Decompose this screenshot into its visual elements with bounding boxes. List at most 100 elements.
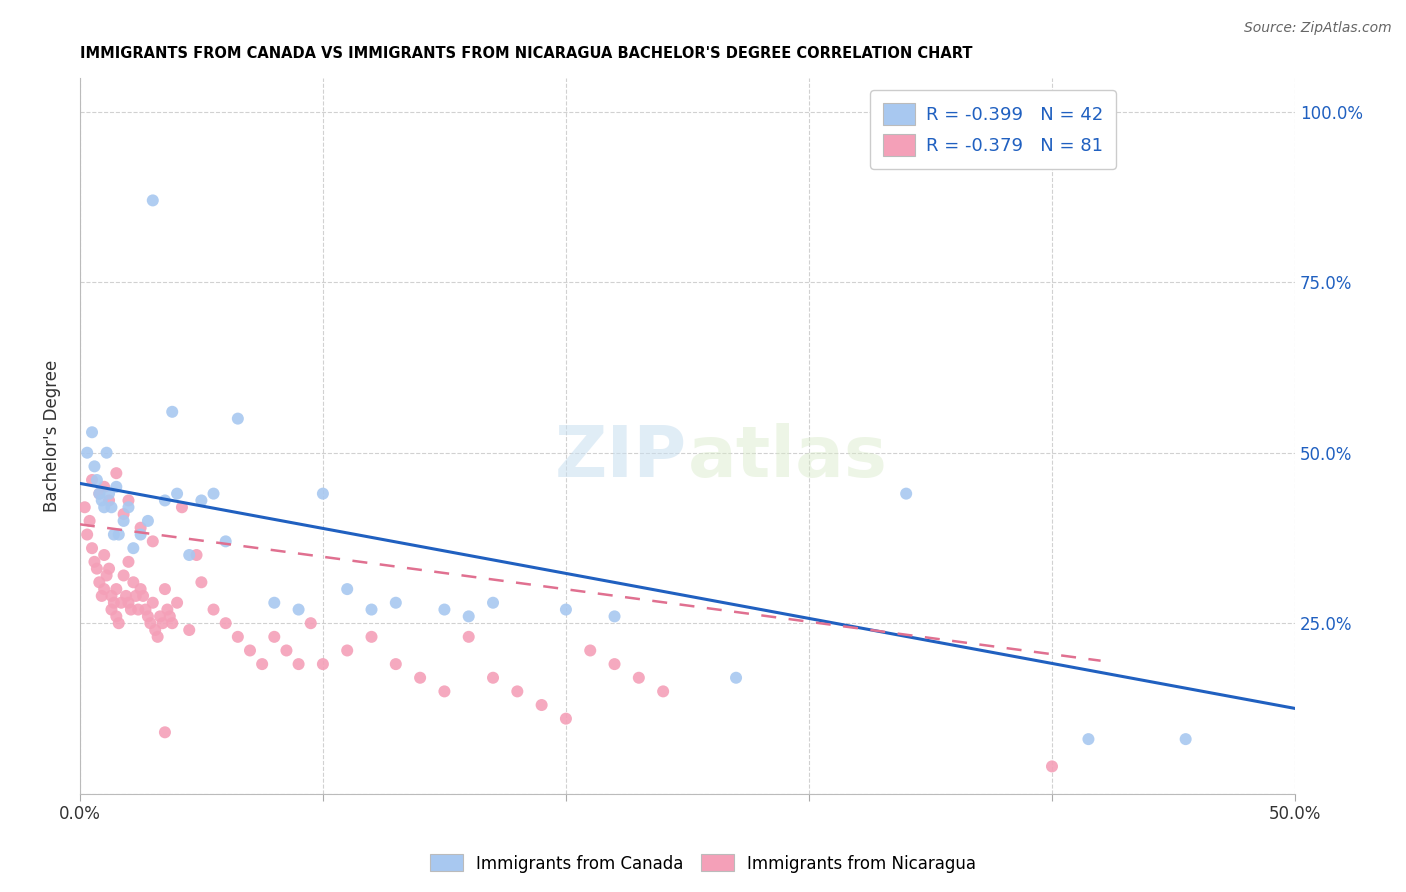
Point <box>530 698 553 712</box>
Point <box>90 493 112 508</box>
Point <box>160 405 183 419</box>
Point <box>506 684 529 698</box>
Point <box>153 582 176 596</box>
Point <box>142 194 165 208</box>
Point <box>555 602 578 616</box>
Point <box>125 589 148 603</box>
Point <box>336 582 359 596</box>
Point <box>226 630 249 644</box>
Point <box>433 602 456 616</box>
Point <box>83 459 105 474</box>
Point <box>166 486 188 500</box>
Point <box>555 712 578 726</box>
Point <box>89 486 111 500</box>
Point <box>83 555 105 569</box>
Point <box>79 514 101 528</box>
Text: atlas: atlas <box>688 423 887 491</box>
Point <box>98 493 121 508</box>
Point <box>120 602 142 616</box>
Point <box>215 616 238 631</box>
Point <box>107 616 129 631</box>
Point <box>159 609 181 624</box>
Point <box>153 725 176 739</box>
Point <box>105 466 128 480</box>
Point <box>89 575 111 590</box>
Point <box>153 493 176 508</box>
Point <box>1174 732 1197 747</box>
Point <box>129 582 152 596</box>
Point <box>117 500 139 515</box>
Point <box>179 623 201 637</box>
Point <box>627 671 650 685</box>
Point <box>136 514 159 528</box>
Point <box>127 602 149 616</box>
Point <box>76 527 98 541</box>
Point <box>603 609 626 624</box>
Point <box>76 446 98 460</box>
Point <box>142 596 165 610</box>
Point <box>336 643 359 657</box>
Text: Source: ZipAtlas.com: Source: ZipAtlas.com <box>1244 21 1392 35</box>
Point <box>89 486 111 500</box>
Point <box>433 684 456 698</box>
Point <box>96 568 118 582</box>
Point <box>385 596 408 610</box>
Point <box>117 493 139 508</box>
Point <box>263 596 285 610</box>
Point <box>143 623 166 637</box>
Point <box>409 671 432 685</box>
Point <box>110 596 132 610</box>
Point <box>202 486 225 500</box>
Point <box>156 602 179 616</box>
Point <box>166 596 188 610</box>
Point <box>287 602 309 616</box>
Point <box>226 411 249 425</box>
Point <box>132 589 155 603</box>
Point <box>457 630 479 644</box>
Text: IMMIGRANTS FROM CANADA VS IMMIGRANTS FROM NICARAGUA BACHELOR'S DEGREE CORRELATIO: IMMIGRANTS FROM CANADA VS IMMIGRANTS FRO… <box>80 46 973 62</box>
Point <box>202 602 225 616</box>
Point <box>112 514 135 528</box>
Point <box>1040 759 1063 773</box>
Point <box>149 609 172 624</box>
Legend: Immigrants from Canada, Immigrants from Nicaragua: Immigrants from Canada, Immigrants from … <box>423 847 983 880</box>
Point <box>93 500 115 515</box>
Y-axis label: Bachelor's Degree: Bachelor's Degree <box>44 359 60 512</box>
Point <box>117 555 139 569</box>
Point <box>312 486 335 500</box>
Point <box>299 616 322 631</box>
Point <box>312 657 335 672</box>
Point <box>86 561 108 575</box>
Point <box>129 521 152 535</box>
Point <box>385 657 408 672</box>
Point <box>250 657 273 672</box>
Point <box>263 630 285 644</box>
Point <box>190 575 212 590</box>
Point <box>105 582 128 596</box>
Text: ZIP: ZIP <box>555 423 688 491</box>
Point <box>1077 732 1099 747</box>
Point <box>146 630 169 644</box>
Point <box>105 609 128 624</box>
Point <box>139 616 162 631</box>
Point <box>93 480 115 494</box>
Point <box>179 548 201 562</box>
Point <box>80 425 103 440</box>
Point <box>652 684 675 698</box>
Point <box>112 568 135 582</box>
Point <box>482 671 505 685</box>
Point <box>129 527 152 541</box>
Point <box>100 500 122 515</box>
Point <box>80 473 103 487</box>
Point <box>103 527 125 541</box>
Point <box>90 589 112 603</box>
Point <box>98 486 121 500</box>
Point <box>73 500 96 515</box>
Point <box>134 602 156 616</box>
Point <box>107 527 129 541</box>
Point <box>287 657 309 672</box>
Point <box>122 575 145 590</box>
Point <box>100 589 122 603</box>
Point <box>86 473 108 487</box>
Point <box>725 671 748 685</box>
